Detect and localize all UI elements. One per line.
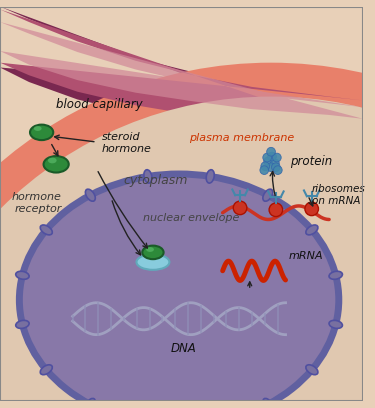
Ellipse shape xyxy=(329,271,342,279)
Circle shape xyxy=(264,157,273,166)
Polygon shape xyxy=(0,7,363,140)
Text: nuclear envelope: nuclear envelope xyxy=(143,213,240,222)
Ellipse shape xyxy=(40,365,52,375)
Ellipse shape xyxy=(306,225,318,235)
Ellipse shape xyxy=(306,365,318,375)
Ellipse shape xyxy=(20,174,339,408)
Circle shape xyxy=(261,162,270,171)
Polygon shape xyxy=(0,22,363,119)
Ellipse shape xyxy=(86,399,95,408)
Circle shape xyxy=(0,97,375,408)
Circle shape xyxy=(0,63,375,408)
Circle shape xyxy=(273,166,282,175)
Polygon shape xyxy=(0,7,363,401)
Circle shape xyxy=(270,159,279,168)
Circle shape xyxy=(267,147,275,156)
Ellipse shape xyxy=(206,170,214,183)
Ellipse shape xyxy=(48,157,57,163)
Text: steroid
hormone: steroid hormone xyxy=(102,132,152,154)
Circle shape xyxy=(233,201,247,215)
Ellipse shape xyxy=(16,271,29,279)
Ellipse shape xyxy=(34,126,42,131)
Circle shape xyxy=(260,166,268,175)
Ellipse shape xyxy=(146,247,154,252)
Text: hormone
receptor: hormone receptor xyxy=(12,192,62,214)
Circle shape xyxy=(269,203,283,217)
Circle shape xyxy=(305,202,318,215)
Circle shape xyxy=(267,163,275,172)
Ellipse shape xyxy=(40,225,52,235)
Circle shape xyxy=(268,152,276,161)
Ellipse shape xyxy=(86,189,95,201)
Polygon shape xyxy=(0,9,363,132)
Text: mRNA: mRNA xyxy=(288,251,323,261)
Ellipse shape xyxy=(30,124,53,140)
Text: cytoplasm: cytoplasm xyxy=(124,174,188,187)
Ellipse shape xyxy=(44,156,69,173)
Ellipse shape xyxy=(329,320,342,328)
Ellipse shape xyxy=(16,320,29,328)
Circle shape xyxy=(263,153,272,162)
Ellipse shape xyxy=(142,246,164,259)
Ellipse shape xyxy=(136,254,170,270)
Circle shape xyxy=(273,153,281,162)
Circle shape xyxy=(0,97,375,408)
Text: plasma membrane: plasma membrane xyxy=(189,133,294,143)
Ellipse shape xyxy=(263,399,273,408)
Text: protein: protein xyxy=(290,155,333,168)
Circle shape xyxy=(272,163,280,172)
Ellipse shape xyxy=(144,170,152,183)
Ellipse shape xyxy=(263,189,273,201)
Text: DNA: DNA xyxy=(171,342,197,355)
Text: ribosomes
on mRNA: ribosomes on mRNA xyxy=(312,184,366,206)
Text: blood capillary: blood capillary xyxy=(56,98,143,111)
